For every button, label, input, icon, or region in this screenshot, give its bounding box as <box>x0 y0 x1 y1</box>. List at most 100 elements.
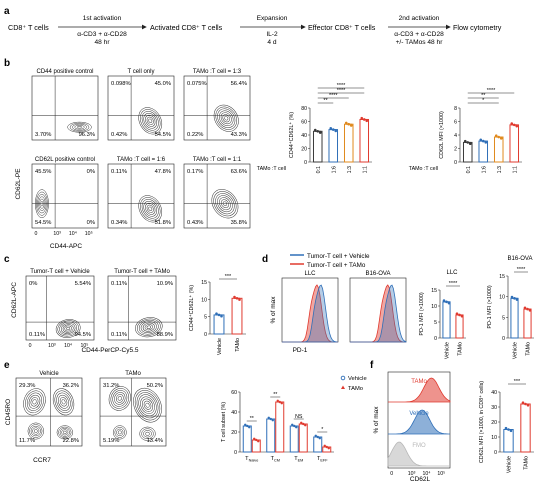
c-flow-x-tick: 10⁵ <box>81 343 89 349</box>
c-y-axis-title: CD62L-APC <box>11 282 18 318</box>
b-chart2-sig: ** <box>481 93 486 99</box>
f-chart-ytick-label: 0 <box>494 450 497 456</box>
d-chart1-point <box>447 301 451 305</box>
panel-letter-f: f <box>370 360 374 371</box>
b-flow-1-frame <box>107 75 175 141</box>
e-chart-point <box>316 435 319 439</box>
e-flow-1-blob1-contour <box>133 387 162 423</box>
e-flow-0-blob1-contour <box>54 390 73 414</box>
b-flow-3-quadrant-label: 0% <box>87 169 95 175</box>
b-flow-5-blob0-contour <box>213 191 237 217</box>
b-flow-2-quadrant-label: 0.22% <box>187 132 203 138</box>
b-flow-0-blob0-contour <box>67 121 92 133</box>
b-flow-5-quadrant-label: 35.8% <box>231 220 247 226</box>
d-legend: Tumor-T cell + Vehicle Tumor-T cell + TA… <box>290 253 370 269</box>
c-chart-ytick-label: 10 <box>201 297 207 303</box>
c-flow-x-tick: 10³ <box>48 343 56 349</box>
e-flow-1-blob1-contour <box>141 398 154 412</box>
b-chart1-sig: ** <box>323 98 328 104</box>
b-chart1-point <box>360 116 364 120</box>
b-chart1-ytick-label: 20 <box>301 147 307 153</box>
panel-e: e CD45RO CCR7 29.3% 36.2% 11.7% 22.8% Vehicl… <box>4 360 367 464</box>
b-flow-0-title: CD44 positive control <box>36 69 93 75</box>
c-chart-x-label: TAMo <box>235 338 241 352</box>
d-chart1-point <box>445 300 448 304</box>
e-flow-1-blob0-contour <box>112 390 128 407</box>
b-chart1-point <box>313 128 317 132</box>
b-flow-1-quadrant-label: 45.0% <box>155 81 171 87</box>
e-flow-0-blob2-contour <box>33 429 38 433</box>
d-hist-b16-title: B16-OVA <box>366 271 391 277</box>
d-hist-llc-vehicle-peak <box>282 284 339 343</box>
d-chart1-point <box>460 314 464 318</box>
d-chart1-ytick-label: 10 <box>431 304 437 310</box>
e-flow-0-blob3-contour <box>56 425 73 440</box>
e-chart-x-label: TEM <box>294 456 303 463</box>
e-chart-point <box>257 440 260 443</box>
e-flow-1-blob0-contour <box>114 392 126 405</box>
b-flow-3-blob0-contour <box>35 189 49 219</box>
d-chart2-point <box>528 309 532 312</box>
c-chart-ytick-label: 5 <box>204 315 207 321</box>
b-flow-4-blob0-contour <box>146 204 154 213</box>
d-chart1-y-title: PD-1 MFI (×1000) <box>419 292 425 335</box>
d-chart2-bar <box>510 297 519 339</box>
e-chart-bar <box>242 425 252 453</box>
b-chart2-x-label: 0:1 <box>466 166 472 173</box>
e-chart-bar <box>275 401 285 453</box>
e-flow-1-quadrant-label: 50.2% <box>147 383 163 389</box>
d-chart1-sig: **** <box>449 281 458 287</box>
d-chart2-title: B16-OVA <box>508 256 533 262</box>
b-chart2-ytick-label: 8 <box>454 106 457 112</box>
b-flow-0-blob0-contour <box>69 122 90 132</box>
b-flow-3-quadrant-label: 54.5% <box>35 220 51 226</box>
b-chart1-point <box>365 119 369 123</box>
b-chart1-ytick-label: 40 <box>301 133 307 139</box>
panel-letter-b: b <box>4 58 10 69</box>
b-flow-1-quadrant-label: 0.098% <box>111 81 131 87</box>
d-chart2-point <box>526 307 529 311</box>
b-flow-2-frame <box>183 75 251 141</box>
b-flow-2-blob0-contour <box>220 112 232 125</box>
e-chart-point <box>253 437 256 440</box>
c-flow-0-frame <box>25 275 95 341</box>
b-chart1-x-label: 1:3 <box>347 166 353 173</box>
e-chart-sig: ** <box>250 416 254 422</box>
b-chart1-y-title: CD44⁺CD62L⁺ (%) <box>289 112 295 158</box>
b-flow-4-title: TAMo :T cell = 1:6 <box>117 157 166 163</box>
e-chart-point <box>291 423 294 426</box>
d-legend-tamo: Tumor-T cell + TAMo <box>307 262 366 269</box>
e-chart-sig: NS <box>295 414 303 420</box>
c-chart-ytick-label: 0 <box>204 332 207 338</box>
b-flow-1-blob0-contour <box>146 116 154 125</box>
panel-letter-a: a <box>4 6 10 17</box>
b-chart1-ytick-label: 60 <box>301 120 307 126</box>
b-chart1-sig: **** <box>337 83 346 89</box>
panel-f: f % of max CD62L TAMo Vehicle FMO 0 10³ 10⁴ 10… <box>370 360 534 483</box>
b-chart1-ytick-label: 80 <box>301 106 307 112</box>
workflow-arrow3-mid: α-CD3 + α-CD28 <box>394 31 444 38</box>
b-flow-3-quadrant-label: 0% <box>87 220 95 226</box>
e-flow-1-quadrant-label: 5.19% <box>103 438 119 444</box>
b-flow-1-blob0-contour <box>148 118 153 123</box>
b-y-axis-title: CD62L-PE <box>15 168 22 200</box>
b-flow-x-tick: 10³ <box>53 231 61 237</box>
e-flow-1-blob1-contour <box>143 400 152 410</box>
e-y-axis-title: CD45RO <box>5 399 12 425</box>
b-chart2-sig: * <box>482 98 485 104</box>
b-flow-x-tick: 0 <box>35 231 38 237</box>
b-flow-4-blob0-contour <box>140 197 161 221</box>
e-legend-vehicle-marker <box>340 375 346 381</box>
b-flow-2-blob0-contour <box>215 106 237 130</box>
e-flow-1-blob3-contour <box>143 430 152 438</box>
e-flow-1-blob2-contour <box>117 430 122 435</box>
d-chart2-sig: **** <box>517 267 526 273</box>
e-chart-ytick-label: 20 <box>231 430 237 436</box>
e-flow-1-blob0-contour <box>115 394 124 403</box>
c-chart-point <box>233 295 236 299</box>
d-chart2-x-label: TAMo <box>526 342 532 356</box>
d-y-axis-title: % of max <box>270 296 277 324</box>
b-chart2-x-label: 1:6 <box>481 166 487 173</box>
e-flow-1-frame <box>99 377 167 447</box>
e-chart-point <box>267 416 270 419</box>
